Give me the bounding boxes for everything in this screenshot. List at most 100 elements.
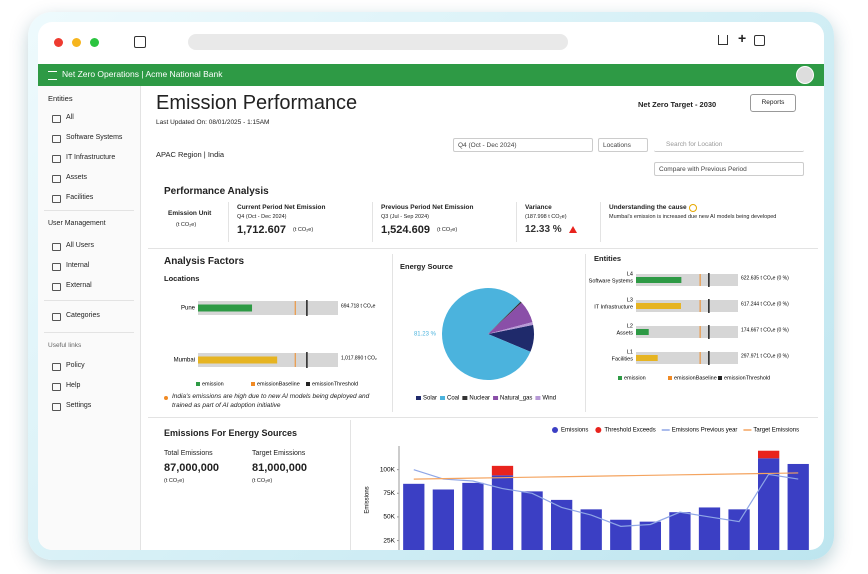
total-value: 87,000,000 bbox=[164, 462, 220, 474]
avatar[interactable] bbox=[796, 66, 814, 84]
legend-label: emissionBaseline bbox=[257, 381, 300, 387]
location-search[interactable]: Search for Location bbox=[654, 138, 804, 152]
emission-bar bbox=[198, 356, 278, 364]
card-period: Q3 (Jul - Sep 2024) bbox=[381, 214, 429, 220]
menu-icon bbox=[52, 403, 61, 411]
menu-icon bbox=[52, 175, 61, 183]
total-unit: (t CO₂e) bbox=[164, 478, 185, 484]
bar bbox=[698, 507, 721, 550]
target-unit: (t CO₂e) bbox=[252, 478, 273, 484]
menu-item[interactable]: Internal bbox=[66, 262, 90, 269]
menu-item[interactable]: External bbox=[66, 282, 92, 289]
menu-item[interactable]: Software Systems bbox=[66, 134, 123, 141]
menu-item[interactable]: Settings bbox=[66, 402, 92, 409]
close-dot[interactable] bbox=[54, 38, 63, 47]
divider bbox=[44, 332, 134, 333]
level-label: L4 bbox=[627, 271, 633, 277]
slice-label: 81.23 % bbox=[414, 332, 437, 338]
tabs-icon[interactable] bbox=[754, 35, 765, 46]
legend-swatch bbox=[493, 396, 499, 400]
pie-slice bbox=[442, 288, 531, 380]
section-title: Performance Analysis bbox=[164, 186, 269, 197]
menu-icon bbox=[52, 313, 61, 321]
sidebar: Entities All Software Systems IT Infrastruc… bbox=[38, 86, 141, 550]
emission-bar bbox=[636, 277, 682, 283]
y-tick-label: 75K bbox=[383, 490, 395, 497]
note: India's emissions are high due to new AI… bbox=[172, 393, 370, 409]
card-sub: (187.998 t CO₂e) bbox=[525, 214, 567, 220]
legend-swatch bbox=[718, 376, 722, 380]
url-bar[interactable] bbox=[188, 34, 568, 50]
legend-swatch bbox=[595, 427, 602, 433]
value-label: 297.971 t CO₂e (0 %) bbox=[741, 353, 789, 359]
panel bbox=[392, 254, 586, 412]
legend-swatch bbox=[251, 382, 255, 386]
menu-item[interactable]: Categories bbox=[66, 312, 100, 319]
sidebar-toggle[interactable] bbox=[134, 36, 146, 48]
legend-label: Natural_gas bbox=[500, 396, 532, 402]
pie-slice bbox=[488, 324, 534, 352]
card-value: 1,524.609 bbox=[381, 224, 430, 236]
menu-header[interactable]: Entities bbox=[48, 94, 73, 103]
zoom-dot[interactable] bbox=[90, 38, 99, 47]
menu-item[interactable]: IT Infrastructure bbox=[66, 154, 116, 161]
divider bbox=[44, 300, 134, 301]
card-value: 12.33 % bbox=[525, 224, 562, 235]
menu-item[interactable]: All Users bbox=[66, 242, 95, 249]
pie-slice bbox=[488, 322, 534, 334]
section-title: Emissions For Energy Sources bbox=[164, 428, 298, 438]
legend-label: Nuclear bbox=[469, 396, 490, 402]
card: Understanding the cause Mumbai's emissio… bbox=[600, 202, 813, 242]
legend-swatch bbox=[440, 396, 446, 400]
bar bbox=[550, 499, 573, 550]
minimize-dot[interactable] bbox=[72, 38, 81, 47]
menu-item[interactable]: All bbox=[66, 114, 74, 121]
period-select[interactable]: Q4 (Oct - Dec 2024) bbox=[453, 138, 593, 152]
level-label: L2 bbox=[627, 323, 633, 329]
bar bbox=[728, 509, 750, 550]
legend-label: Threshold Exceeds bbox=[604, 428, 655, 434]
app-title: Net Zero Operations | Acme National Bank bbox=[62, 69, 223, 79]
menu-header: Useful links bbox=[48, 342, 82, 349]
card-label: Variance bbox=[525, 204, 552, 211]
card: Emission Unit (t CO₂e) bbox=[162, 202, 224, 242]
category-label: Software Systems bbox=[589, 278, 634, 284]
info-icon[interactable] bbox=[689, 204, 697, 212]
legend-label: Wind bbox=[542, 396, 556, 402]
divider bbox=[148, 417, 818, 418]
reports-button[interactable]: Reports bbox=[750, 94, 796, 112]
share-icon[interactable] bbox=[718, 35, 728, 45]
menu-icon bbox=[52, 263, 61, 271]
menu-header[interactable]: User Management bbox=[48, 220, 106, 227]
menu-icon[interactable] bbox=[48, 71, 57, 80]
menu-item[interactable]: Policy bbox=[66, 362, 85, 369]
bar bbox=[432, 489, 455, 550]
card-label: Previous Period Net Emission bbox=[381, 204, 474, 211]
menu-item[interactable]: Facilities bbox=[66, 194, 94, 201]
last-updated: Last Updated On: 08/01/2025 - 1:15AM bbox=[156, 119, 270, 126]
bar bbox=[669, 512, 691, 550]
bar bbox=[580, 509, 602, 550]
locations-select[interactable]: Locations bbox=[598, 138, 648, 152]
category-label: Assets bbox=[616, 330, 633, 336]
legend-label: Emissions bbox=[561, 428, 588, 434]
card: Current Period Net Emission Q4 (Oct - De… bbox=[228, 202, 369, 242]
compare-select[interactable]: Compare with Previous Period bbox=[654, 162, 804, 176]
card: Previous Period Net Emission Q3 (Jul - S… bbox=[372, 202, 513, 242]
target-value: 81,000,000 bbox=[252, 462, 308, 474]
legend-label: emission bbox=[624, 375, 646, 381]
y-tick-label: 100K bbox=[380, 466, 396, 473]
menu-item[interactable]: Assets bbox=[66, 174, 88, 181]
value-label: 617.244 t CO₂e (0 %) bbox=[741, 301, 789, 307]
card-label: Current Period Net Emission bbox=[237, 204, 326, 211]
bar bbox=[610, 519, 632, 550]
emission-bar bbox=[198, 304, 253, 312]
card-unit: (t CO₂e) bbox=[176, 222, 197, 228]
threshold-segment bbox=[491, 465, 514, 476]
new-tab-icon[interactable]: + bbox=[738, 30, 747, 46]
menu-icon bbox=[52, 195, 61, 203]
legend-label: Coal bbox=[447, 396, 459, 402]
card: Variance (187.998 t CO₂e) 12.33 % bbox=[516, 202, 597, 242]
menu-item[interactable]: Help bbox=[66, 382, 81, 389]
